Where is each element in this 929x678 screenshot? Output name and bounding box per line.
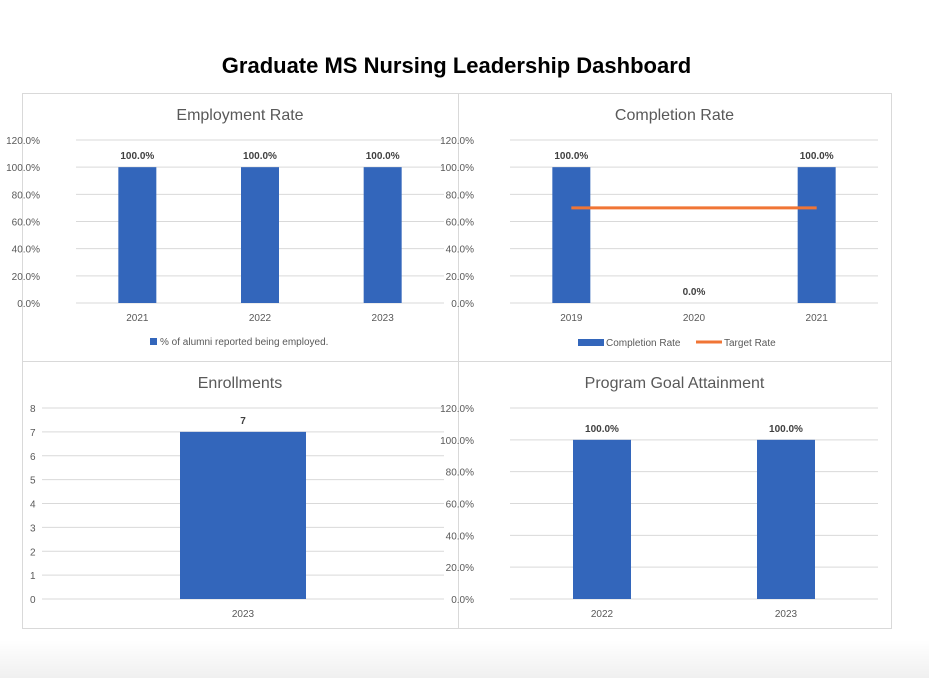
x-tick-label: 2023 (232, 609, 255, 620)
x-tick-label: 2023 (372, 313, 395, 324)
y-tick-label: 40.0% (12, 245, 40, 256)
y-tick-label: 80.0% (12, 190, 40, 201)
legend-swatch (578, 339, 604, 346)
y-tick-label: 1 (30, 571, 36, 582)
chart-title: Completion Rate (615, 107, 734, 124)
y-tick-label: 5 (30, 476, 36, 487)
bar (757, 439, 815, 599)
x-tick-label: 2021 (806, 313, 829, 324)
data-label: 100.0% (120, 151, 154, 162)
y-tick-label: 120.0% (440, 404, 474, 415)
y-tick-label: 100.0% (440, 436, 474, 447)
data-label: 0.0% (683, 287, 706, 298)
y-tick-label: 0.0% (451, 595, 474, 606)
y-tick-label: 2 (30, 547, 36, 558)
x-tick-label: 2020 (683, 313, 706, 324)
chart-employment: Employment Rate 0.0% 20.0% 40.0% 60.0% 80.0% 1… (6, 93, 459, 362)
bar (241, 167, 279, 303)
x-tick-label: 2019 (560, 313, 583, 324)
x-tick-label: 2021 (126, 313, 149, 324)
data-label: 100.0% (243, 151, 277, 162)
y-tick-label: 0 (30, 595, 36, 606)
legend-label: Completion Rate (606, 338, 681, 349)
legend-label: % of alumni reported being employed. (160, 337, 328, 348)
y-tick-label: 20.0% (12, 272, 40, 283)
legend-swatch (150, 338, 157, 345)
chart-enrollments: Enrollments 0 1 2 3 4 5 6 7 8 2023 7 (22, 361, 459, 629)
y-tick-label: 60.0% (12, 218, 40, 229)
bar (180, 431, 306, 599)
y-tick-label: 6 (30, 452, 36, 463)
legend-label: Target Rate (724, 338, 776, 349)
data-label: 100.0% (585, 424, 619, 435)
y-tick-label: 7 (30, 428, 36, 439)
y-tick-label: 20.0% (446, 563, 474, 574)
chart-goal: Program Goal Attainment 0.0% 20.0% 40.0% 60.… (440, 361, 892, 629)
x-tick-label: 2022 (591, 609, 614, 620)
dashboard-title: Graduate MS Nursing Leadership Dashboard (221, 53, 692, 78)
bottom-edge (0, 640, 929, 678)
bar (118, 167, 157, 303)
data-label: 100.0% (554, 151, 588, 162)
chart-title: Program Goal Attainment (585, 375, 765, 392)
bar (363, 167, 402, 303)
chart-completion: Completion Rate 0.0% 20.0% 40.0% 60.0% 80.0% 1… (440, 93, 892, 362)
chart-title: Enrollments (198, 375, 282, 392)
data-label: 7 (240, 416, 246, 427)
y-tick-label: 80.0% (446, 190, 474, 201)
y-tick-label: 60.0% (446, 500, 474, 511)
bar (573, 439, 631, 599)
y-tick-label: 120.0% (440, 136, 474, 147)
y-tick-label: 0.0% (451, 299, 474, 310)
data-label: 100.0% (366, 151, 400, 162)
bar (552, 167, 591, 303)
y-tick-label: 80.0% (446, 468, 474, 479)
bar (797, 167, 836, 303)
data-label: 100.0% (800, 151, 834, 162)
y-tick-label: 100.0% (6, 163, 40, 174)
y-tick-label: 100.0% (440, 163, 474, 174)
y-tick-label: 40.0% (446, 531, 474, 542)
y-tick-label: 120.0% (6, 136, 40, 147)
chart-title: Employment Rate (176, 107, 303, 124)
y-tick-label: 8 (30, 404, 36, 415)
chart-panel (458, 361, 892, 629)
y-tick-label: 60.0% (446, 218, 474, 229)
y-tick-label: 20.0% (446, 272, 474, 283)
x-tick-label: 2022 (249, 313, 272, 324)
y-tick-label: 3 (30, 523, 36, 534)
x-tick-label: 2023 (775, 609, 798, 620)
y-tick-label: 0.0% (17, 299, 40, 310)
y-tick-label: 4 (30, 500, 36, 511)
y-tick-label: 40.0% (446, 245, 474, 256)
data-label: 100.0% (769, 424, 803, 435)
